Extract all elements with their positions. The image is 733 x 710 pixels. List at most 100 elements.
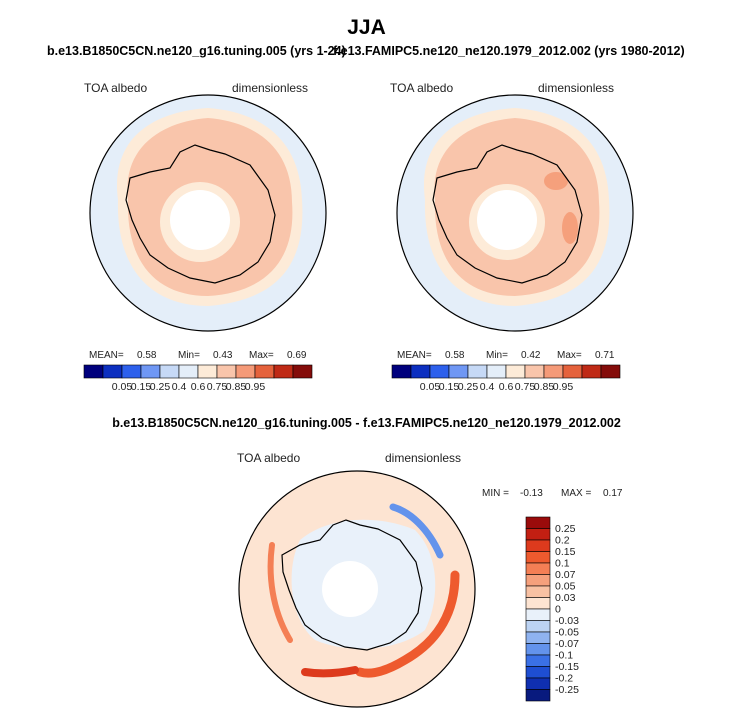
stat-max-value: 0.17 [603,488,623,499]
stat-min-value: 0.42 [521,350,541,361]
colorbar-box [525,677,551,690]
stat-mean-label: MEAN= [89,350,124,361]
panel-1-colorbar: 0.050.150.25 0.4 0.6 0.750.850.95 [83,364,313,393]
map-1-antarctica-coastline [125,144,276,284]
colorbar-tick-label: -0.2 [555,673,573,685]
colorbar-tick-label: 0.95 [553,381,574,393]
stat-mean-label: MEAN= [397,350,432,361]
colorbar-box [525,539,551,552]
colorbar-box [525,551,551,564]
colorbar-box [159,364,180,379]
colorbar-box [197,364,218,379]
map-3-positive-band-west [267,542,293,643]
colorbar-box [524,364,545,379]
colorbar-tick-label: 0.2 [555,535,570,547]
panel-1-units-label: dimensionless [232,81,309,95]
colorbar-box [448,364,469,379]
colorbar-box [525,585,551,598]
colorbar-box [525,562,551,575]
colorbar-box [254,364,275,379]
colorbar-box [581,364,602,379]
colorbar-box [83,364,104,379]
colorbar-tick-label: 0.15 [131,381,152,393]
colorbar-tick-label: 0.75 [515,381,536,393]
colorbar-box [391,364,412,379]
panel-3-title: b.e13.B1850C5CN.ne120_g16.tuning.005 - f… [112,416,621,430]
colorbar-tick-label: 0.25 [458,381,479,393]
colorbar-tick-label: 0.6 [191,381,206,393]
colorbar-tick-label: 0.05 [112,381,133,393]
map-3-antarctica-coastline [281,519,423,651]
colorbar-box [429,364,450,379]
stat-min-value: -0.13 [520,488,543,499]
stat-mean-value: 0.58 [137,350,157,361]
map-panel-2 [396,94,634,332]
colorbar-tick-label: 0.85 [226,381,247,393]
colorbar-tick-label: -0.1 [555,650,573,662]
colorbar-tick-label: 0.4 [172,381,187,393]
map-3-positive-band-east [355,570,460,678]
colorbar-box [140,364,161,379]
map-1-polar-hole [170,190,230,250]
colorbar-tick-label: 0.95 [245,381,266,393]
map-2-polar-hole [477,190,537,250]
stat-max-label: MAX = [561,488,592,499]
colorbar-box [525,574,551,587]
panel-2-title: f.e13.FAMIPC5.ne120_ne120.1979_2012.002 … [333,44,685,58]
stat-max-value: 0.69 [287,350,307,361]
colorbar-tick-label: 0.25 [555,523,576,535]
panel-2-variable-label: TOA albedo [390,81,454,95]
map-1-outline [89,94,327,332]
map-panel-3 [238,470,476,708]
colorbar-box [525,620,551,633]
map-2-high-patch-1 [544,172,568,190]
map-3-negative-band [389,503,444,559]
stat-max-label: Max= [557,350,582,361]
colorbar-tick-label: 0.25 [150,381,171,393]
colorbar-tick-label: 0.1 [555,558,570,570]
map-3-outline [238,470,476,708]
colorbar-box [525,654,551,667]
colorbar-box [178,364,199,379]
colorbar-tick-label: 0.05 [555,581,576,593]
colorbar-box [505,364,526,379]
colorbar-box [525,631,551,644]
colorbar-tick-label: -0.25 [555,684,579,696]
colorbar-tick-label: -0.15 [555,661,579,673]
colorbar-tick-label: 0.85 [534,381,555,393]
map-2-antarctica-coastline [432,144,583,284]
panel-2-colorbar: 0.050.150.25 0.4 0.6 0.750.850.95 [391,364,621,393]
colorbar-box [525,608,551,621]
map-3-polar-hole [322,561,378,617]
figure-title: JJA [347,16,386,39]
colorbar-box [235,364,256,379]
panel-3-variable-label: TOA albedo [237,451,301,465]
panel-3-units-label: dimensionless [385,451,462,465]
colorbar-box [292,364,313,379]
colorbar-box [525,666,551,679]
colorbar-tick-label: -0.05 [555,627,579,639]
colorbar-tick-label: 0.07 [555,569,576,581]
colorbar-tick-label: 0.05 [420,381,441,393]
colorbar-tick-label: -0.03 [555,615,579,627]
colorbar-tick-label: 0.15 [439,381,460,393]
colorbar-tick-label: 0.4 [480,381,495,393]
panel-3-colorbar: 0.250.20.150.10.070.050.030-0.03-0.05 -0.… [525,516,579,702]
colorbar-tick-label: 0 [555,604,561,616]
panel-2-units-label: dimensionless [538,81,615,95]
colorbar-box [525,643,551,656]
colorbar-box [525,516,551,529]
colorbar-box [102,364,123,379]
colorbar-tick-label: 0.15 [555,546,576,558]
map-panel-1 [89,94,327,332]
panel-1-title: b.e13.B1850C5CN.ne120_g16.tuning.005 (yr… [47,44,346,58]
map-2-high-patch-2 [562,212,578,244]
colorbar-tick-label: 0.75 [207,381,228,393]
stat-max-value: 0.71 [595,350,615,361]
colorbar-box [600,364,621,379]
colorbar-box [216,364,237,379]
panel-1-variable-label: TOA albedo [84,81,148,95]
colorbar-box [486,364,507,379]
colorbar-tick-label: 0.03 [555,592,576,604]
